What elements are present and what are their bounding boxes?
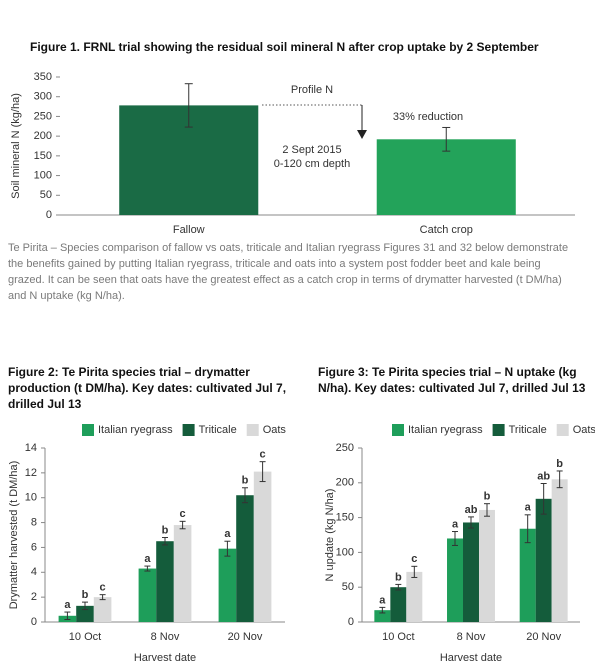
significance-letter: b: [242, 475, 249, 487]
significance-letter: ab: [465, 504, 478, 516]
bar: [253, 471, 272, 622]
significance-letter: b: [82, 589, 89, 601]
bar: [478, 509, 495, 622]
bar: [218, 548, 237, 622]
chart-title: Figure 2: Te Pirita species trial – drym…: [8, 365, 287, 411]
y-tick-label: 12: [25, 467, 37, 479]
x-tick-label: Catch crop: [420, 224, 473, 236]
annotation: 33% reduction: [393, 111, 463, 123]
bar: [535, 498, 552, 622]
y-tick-label: 4: [31, 566, 37, 578]
legend-swatch: [492, 424, 505, 436]
legend-label: Italian ryegrass: [98, 424, 173, 436]
bar: [551, 479, 568, 622]
x-tick-label: 8 Nov: [151, 631, 180, 643]
bar: [156, 541, 174, 622]
y-tick-label: 300: [34, 91, 52, 103]
significance-letter: a: [224, 528, 231, 540]
y-tick-label: 200: [34, 130, 52, 142]
bar: [376, 139, 516, 215]
significance-letter: c: [411, 553, 417, 565]
significance-letter: a: [525, 502, 532, 514]
y-tick-label: 250: [34, 110, 52, 122]
x-tick-label: 10 Oct: [382, 631, 414, 643]
significance-letter: ab: [537, 470, 550, 482]
y-tick-label: 0: [46, 209, 52, 221]
chart-title: Figure 3: Te Pirita species trial – N up…: [318, 365, 586, 395]
legend-label: Oats: [263, 424, 287, 436]
significance-letter: b: [395, 571, 402, 583]
legend-label: Triticale: [199, 424, 237, 436]
significance-letter: c: [100, 582, 106, 594]
bar: [447, 538, 464, 622]
significance-letter: a: [144, 553, 151, 565]
y-axis-label: N update (kg N/ha): [324, 489, 336, 582]
x-tick-label: 20 Nov: [526, 631, 561, 643]
legend-label: Oats: [573, 424, 595, 436]
y-axis-label: Drymatter harvested (t DM/ha): [8, 461, 20, 610]
annotation: Profile N: [291, 84, 333, 96]
x-tick-label: 10 Oct: [69, 631, 101, 643]
significance-letter: a: [64, 599, 71, 611]
significance-letter: b: [162, 524, 169, 536]
bar: [519, 528, 536, 622]
y-tick-label: 250: [336, 442, 354, 454]
annotation: 0-120 cm depth: [274, 158, 350, 170]
y-tick-label: 0: [31, 616, 37, 628]
annotation: 2 Sept 2015: [282, 144, 341, 156]
y-tick-label: 14: [25, 442, 37, 454]
y-tick-label: 100: [34, 169, 52, 181]
y-tick-label: 350: [34, 71, 52, 83]
significance-letter: b: [556, 458, 563, 470]
bar: [374, 610, 391, 622]
y-axis-label: Soil mineral N (kg/ha): [10, 93, 22, 199]
y-tick-label: 150: [336, 512, 354, 524]
significance-letter: a: [379, 594, 386, 606]
x-tick-label: 20 Nov: [228, 631, 263, 643]
bar: [406, 571, 423, 622]
x-tick-label: 8 Nov: [457, 631, 486, 643]
significance-letter: c: [180, 508, 186, 520]
chart-title: Figure 1. FRNL trial showing the residua…: [30, 40, 539, 54]
arrow-head: [357, 130, 367, 139]
x-tick-label: Fallow: [173, 224, 205, 236]
y-tick-label: 2: [31, 591, 37, 603]
y-tick-label: 10: [25, 492, 37, 504]
bar: [390, 587, 407, 622]
legend-swatch: [182, 424, 195, 436]
y-tick-label: 100: [336, 546, 354, 558]
legend-swatch: [246, 424, 259, 436]
y-tick-label: 50: [342, 581, 354, 593]
x-axis-label: Harvest date: [134, 652, 196, 664]
y-tick-label: 200: [336, 477, 354, 489]
y-tick-label: 6: [31, 541, 37, 553]
x-axis-label: Harvest date: [440, 652, 502, 664]
legend-label: Italian ryegrass: [408, 424, 483, 436]
legend-swatch: [392, 424, 404, 436]
significance-letter: c: [260, 449, 266, 461]
y-tick-label: 0: [348, 616, 354, 628]
y-tick-label: 150: [34, 150, 52, 162]
bar: [76, 605, 94, 622]
paragraph: Te Pirita – Species comparison of fallow…: [8, 242, 569, 302]
y-tick-label: 8: [31, 516, 37, 528]
legend-label: Triticale: [509, 424, 547, 436]
legend-swatch: [556, 424, 569, 436]
significance-letter: a: [452, 518, 459, 530]
bar: [173, 525, 192, 622]
bar: [138, 568, 157, 622]
significance-letter: b: [484, 491, 491, 503]
bar: [463, 522, 479, 622]
bar: [236, 495, 254, 622]
bar: [93, 597, 112, 622]
legend-swatch: [82, 424, 94, 436]
y-tick-label: 50: [40, 189, 52, 201]
